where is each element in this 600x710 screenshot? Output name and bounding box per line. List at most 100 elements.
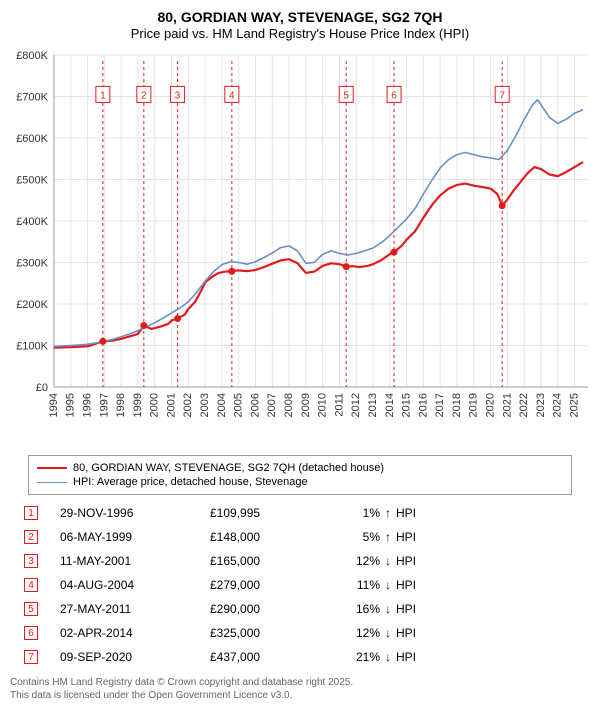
svg-text:2011: 2011 [333,393,345,417]
svg-text:1995: 1995 [65,393,77,417]
transaction-price: £148,000 [210,530,320,544]
transaction-table: 129-NOV-1996£109,9951%↑HPI206-MAY-1999£1… [24,501,576,669]
transaction-pct: 5% [320,530,380,544]
svg-text:£600K: £600K [16,133,48,145]
transaction-hpi-label: HPI [396,602,436,616]
svg-text:£700K: £700K [16,92,48,104]
svg-text:7: 7 [499,91,505,102]
arrow-icon: ↓ [380,602,396,616]
transaction-pct: 11% [320,578,380,592]
svg-text:3: 3 [175,91,181,102]
legend-label: HPI: Average price, detached house, Stev… [73,476,308,488]
transaction-hpi-label: HPI [396,506,436,520]
transaction-marker: 5 [24,602,38,616]
transaction-row: 404-AUG-2004£279,00011%↓HPI [24,573,576,597]
transaction-marker: 7 [24,650,38,664]
svg-text:£400K: £400K [16,216,48,228]
legend: 80, GORDIAN WAY, STEVENAGE, SG2 7QH (det… [28,455,572,495]
arrow-icon: ↓ [380,554,396,568]
transaction-date: 09-SEP-2020 [60,650,210,664]
transaction-pct: 1% [320,506,380,520]
chart-title: 80, GORDIAN WAY, STEVENAGE, SG2 7QH [0,0,600,26]
transaction-date: 29-NOV-1996 [60,506,210,520]
svg-text:2005: 2005 [233,393,245,417]
svg-text:1997: 1997 [98,393,110,417]
legend-swatch [37,482,67,483]
svg-text:2019: 2019 [468,393,480,417]
transaction-price: £109,995 [210,506,320,520]
svg-text:1: 1 [100,91,106,102]
chart-subtitle: Price paid vs. HM Land Registry's House … [0,26,600,47]
svg-text:2015: 2015 [401,393,413,417]
svg-text:5: 5 [343,91,349,102]
svg-text:6: 6 [391,91,397,102]
svg-text:2022: 2022 [518,393,530,417]
transaction-row: 7 09-SEP-2020£437,00021%↓HPI [24,645,576,669]
svg-text:2013: 2013 [367,393,379,417]
svg-text:2007: 2007 [266,393,278,417]
transaction-pct: 16% [320,602,380,616]
legend-item: 80, GORDIAN WAY, STEVENAGE, SG2 7QH (det… [37,462,563,474]
line-chart: £0£100K£200K£300K£400K£500K£600K£700K£80… [6,47,594,447]
svg-text:2002: 2002 [182,393,194,417]
svg-text:2017: 2017 [434,393,446,417]
transaction-hpi-label: HPI [396,530,436,544]
arrow-icon: ↑ [380,506,396,520]
transaction-row: 527-MAY-2011£290,00016%↓HPI [24,597,576,621]
svg-text:1994: 1994 [48,393,60,417]
arrow-icon: ↓ [380,626,396,640]
svg-text:£300K: £300K [16,258,48,270]
svg-text:£100K: £100K [16,341,48,353]
transaction-hpi-label: HPI [396,626,436,640]
svg-text:2023: 2023 [535,393,547,417]
svg-text:2016: 2016 [417,393,429,417]
footer-line-1: Contains HM Land Registry data © Crown c… [10,677,590,690]
svg-text:2010: 2010 [317,393,329,417]
svg-text:2012: 2012 [350,393,362,417]
transaction-price: £165,000 [210,554,320,568]
legend-swatch [37,467,67,469]
legend-item: HPI: Average price, detached house, Stev… [37,476,563,488]
svg-text:2003: 2003 [199,393,211,417]
page-container: 80, GORDIAN WAY, STEVENAGE, SG2 7QH Pric… [0,0,600,710]
svg-text:2025: 2025 [568,393,580,417]
svg-text:2009: 2009 [300,393,312,417]
svg-text:1999: 1999 [132,393,144,417]
transaction-hpi-label: HPI [396,554,436,568]
transaction-marker: 4 [24,578,38,592]
svg-text:£500K: £500K [16,175,48,187]
transaction-date: 02-APR-2014 [60,626,210,640]
svg-text:2024: 2024 [552,393,564,417]
transaction-marker: 1 [24,506,38,520]
transaction-hpi-label: HPI [396,578,436,592]
svg-text:2004: 2004 [216,393,228,417]
transaction-row: 602-APR-2014£325,00012%↓HPI [24,621,576,645]
svg-text:2020: 2020 [485,393,497,417]
transaction-marker: 3 [24,554,38,568]
svg-text:1998: 1998 [115,393,127,417]
transaction-pct: 21% [320,650,380,664]
svg-text:1996: 1996 [81,393,93,417]
transaction-price: £325,000 [210,626,320,640]
svg-text:2000: 2000 [149,393,161,417]
svg-text:£0: £0 [36,382,48,394]
arrow-icon: ↑ [380,530,396,544]
footer-line-2: This data is licensed under the Open Gov… [10,690,590,703]
transaction-date: 27-MAY-2011 [60,602,210,616]
svg-text:2: 2 [141,91,147,102]
transaction-row: 206-MAY-1999£148,0005%↑HPI [24,525,576,549]
transaction-row: 311-MAY-2001£165,00012%↓HPI [24,549,576,573]
transaction-date: 04-AUG-2004 [60,578,210,592]
transaction-date: 11-MAY-2001 [60,554,210,568]
svg-text:2021: 2021 [501,393,513,417]
transaction-hpi-label: HPI [396,650,436,664]
transaction-price: £437,000 [210,650,320,664]
transaction-marker: 2 [24,530,38,544]
arrow-icon: ↓ [380,578,396,592]
svg-text:2018: 2018 [451,393,463,417]
arrow-icon: ↓ [380,650,396,664]
transaction-marker: 6 [24,626,38,640]
svg-text:2006: 2006 [249,393,261,417]
svg-text:£200K: £200K [16,299,48,311]
svg-text:4: 4 [229,91,235,102]
